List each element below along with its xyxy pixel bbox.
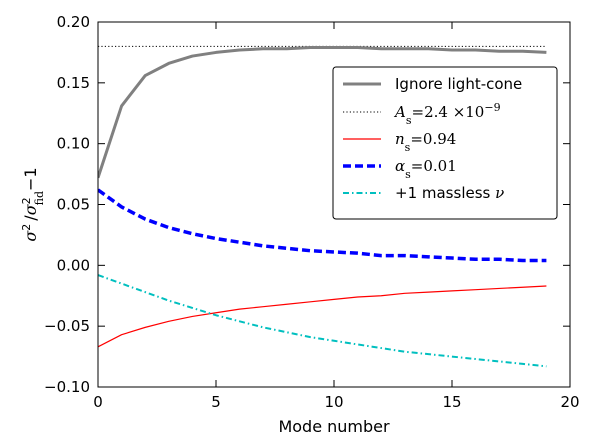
legend-ns-sym: n bbox=[395, 130, 405, 148]
plot-series-group bbox=[98, 45, 547, 368]
legend-item-massless-nu: +1 massless ν bbox=[343, 184, 504, 202]
legend-label-ignore-light-cone: Ignore light-cone bbox=[395, 75, 522, 93]
series-line-3 bbox=[98, 188, 547, 263]
x-tick-label: 20 bbox=[560, 393, 579, 411]
legend-label-alphas: αs=0.01 bbox=[395, 157, 457, 181]
y-label-sigma-2: σ bbox=[21, 203, 40, 215]
axis-tick-labels: 0 5 10 15 20 −0.10 −0.05 0.00 0.05 0.10 0.15 0.20 bbox=[44, 13, 580, 411]
y-label-sub: fid bbox=[33, 191, 46, 205]
y-tick-label: −0.10 bbox=[44, 378, 90, 396]
x-tick-label: 10 bbox=[324, 393, 343, 411]
y-label-minus-one: −1 bbox=[21, 167, 40, 191]
legend-item-ns: ns=0.94 bbox=[343, 130, 456, 154]
y-tick-label: 0.05 bbox=[57, 196, 90, 214]
legend-item-as: As=2.4 ×10−9 bbox=[343, 101, 501, 127]
legend-as-eq: =2.4 ×10 bbox=[412, 103, 485, 121]
legend-label-as: As=2.4 ×10−9 bbox=[393, 101, 501, 127]
legend-nu-text: +1 massless bbox=[395, 184, 495, 202]
legend: Ignore light-cone As=2.4 ×10−9 ns=0.94 α… bbox=[332, 66, 558, 220]
legend-alphas-eq: =0.01 bbox=[411, 157, 457, 175]
legend-alphas-sym: α bbox=[395, 157, 405, 175]
x-tick-label: 5 bbox=[211, 393, 221, 411]
y-tick-label: 0.10 bbox=[57, 135, 90, 153]
y-label-sup: 2 bbox=[20, 224, 33, 231]
legend-as-sub: s bbox=[406, 114, 412, 127]
y-tick-label: 0.00 bbox=[57, 256, 90, 274]
series-line-4 bbox=[98, 274, 547, 368]
y-label-slash: / bbox=[21, 215, 40, 221]
axis-ticks bbox=[97, 21, 571, 388]
y-label-sup-2: 2 bbox=[20, 197, 33, 204]
legend-nu-sym: ν bbox=[495, 184, 504, 202]
x-tick-label: 15 bbox=[442, 393, 461, 411]
legend-as-sym: A bbox=[393, 103, 406, 121]
legend-box bbox=[332, 66, 558, 220]
x-tick-label: 0 bbox=[93, 393, 103, 411]
legend-alphas-sub: s bbox=[405, 168, 411, 181]
legend-label-ns: ns=0.94 bbox=[395, 130, 456, 154]
legend-items: Ignore light-cone As=2.4 ×10−9 ns=0.94 α… bbox=[343, 75, 522, 202]
y-axis-label: σ2/σ2fid−1 bbox=[20, 167, 46, 241]
y-tick-label: 0.15 bbox=[57, 74, 90, 92]
y-tick-label: 0.20 bbox=[57, 13, 90, 31]
legend-label-massless-nu: +1 massless ν bbox=[395, 184, 504, 202]
y-label-sigma: σ bbox=[21, 230, 40, 242]
series-line-0 bbox=[98, 46, 547, 179]
series-line-2 bbox=[98, 285, 547, 348]
legend-item-alphas: αs=0.01 bbox=[343, 157, 457, 181]
legend-as-sup: −9 bbox=[484, 101, 500, 114]
legend-ns-eq: =0.94 bbox=[410, 130, 456, 148]
y-tick-label: −0.05 bbox=[44, 317, 90, 335]
x-axis-label: Mode number bbox=[278, 417, 390, 436]
legend-ns-sub: s bbox=[405, 141, 411, 154]
legend-item-ignore-light-cone: Ignore light-cone bbox=[343, 75, 522, 93]
